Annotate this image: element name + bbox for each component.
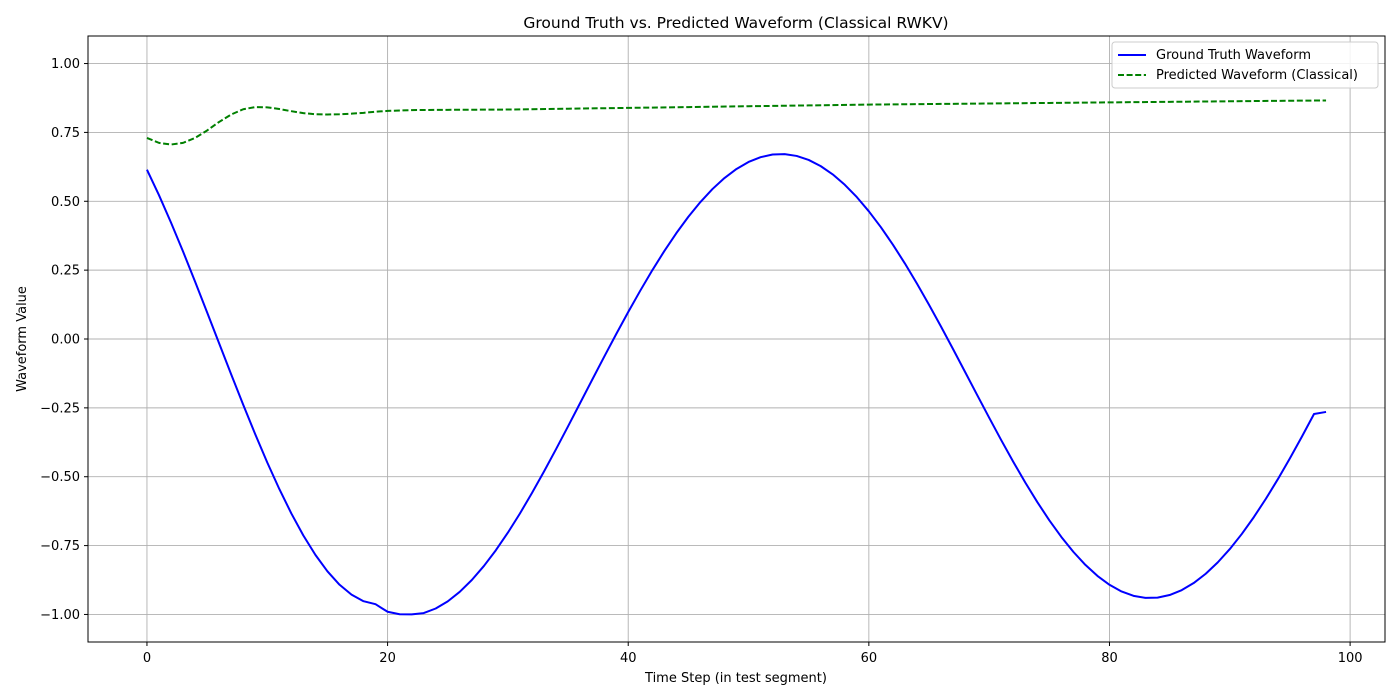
y-tick-label: 0.50 <box>51 195 80 210</box>
series-lines <box>146 99 1327 616</box>
x-axis-label: Time Step (in test segment) <box>644 671 827 686</box>
x-tick-label: 60 <box>861 651 878 666</box>
series-line-predicted <box>146 99 1327 146</box>
x-tick-label: 0 <box>143 651 151 666</box>
y-tick-label: −0.50 <box>40 470 80 485</box>
grid <box>88 36 1385 642</box>
chart-title: Ground Truth vs. Predicted Waveform (Cla… <box>523 14 948 32</box>
y-tick-label: −0.75 <box>40 539 80 554</box>
legend: Ground Truth Waveform Predicted Waveform… <box>1111 41 1379 89</box>
legend-box <box>1111 41 1379 89</box>
y-tick-label: 0.25 <box>51 264 80 279</box>
series-line-ground-truth <box>146 153 1327 616</box>
y-tick-label: −1.00 <box>40 608 80 623</box>
x-tick-label: 100 <box>1338 651 1363 666</box>
y-axis-label: Waveform Value <box>15 286 30 392</box>
y-tick-label: 0.75 <box>51 126 80 141</box>
y-tick-label: −0.25 <box>40 401 80 416</box>
y-ticks: −1.00 −0.75 −0.50 −0.25 0.00 0.25 0.50 0.75 1.00 <box>40 57 88 623</box>
x-ticks: 0 20 40 60 80 100 <box>143 642 1363 666</box>
x-tick-label: 80 <box>1101 651 1118 666</box>
x-tick-label: 20 <box>379 651 396 666</box>
legend-label-ground-truth: Ground Truth Waveform <box>1156 48 1311 63</box>
x-tick-label: 40 <box>620 651 637 666</box>
y-tick-label: 0.00 <box>51 333 80 348</box>
legend-label-predicted: Predicted Waveform (Classical) <box>1156 68 1358 83</box>
y-tick-label: 1.00 <box>51 57 80 72</box>
